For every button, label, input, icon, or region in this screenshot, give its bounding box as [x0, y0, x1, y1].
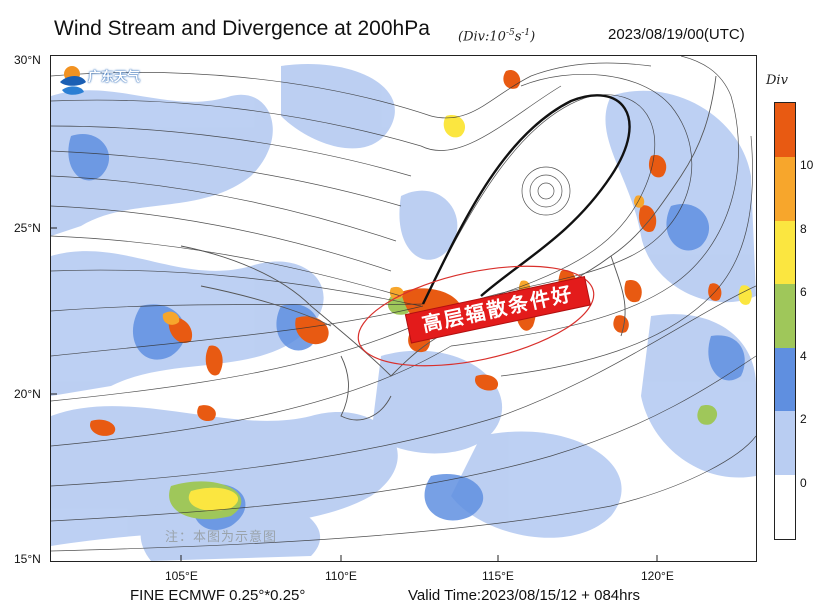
forecast-datetime: 2023/08/19/00(UTC)	[608, 26, 745, 43]
lon-label-110: 110°E	[325, 569, 357, 583]
colorbar-swatch	[775, 103, 795, 157]
streamlines	[51, 56, 756, 552]
chart-title: Wind Stream and Divergence at 200hPa	[54, 17, 430, 40]
map-panel	[50, 55, 757, 562]
colorbar-swatch	[775, 411, 795, 475]
logo-text: 广东天气	[88, 69, 141, 84]
unit-label: (Div:10-5s-1)	[458, 28, 536, 45]
lon-label-115: 115°E	[482, 569, 514, 583]
lon-label-120: 120°E	[641, 569, 674, 583]
colorbar-swatch	[775, 157, 795, 221]
lat-label-15: 15°N	[14, 552, 41, 566]
divergence-field-yellow	[188, 115, 752, 511]
colorbar	[774, 102, 796, 540]
map-canvas	[51, 56, 756, 561]
colorbar-swatch	[775, 475, 795, 537]
lat-label-25: 25°N	[14, 221, 41, 235]
guangdong-weather-logo	[60, 66, 86, 95]
jet-axis	[421, 94, 631, 305]
colorbar-swatch	[775, 284, 795, 348]
schematic-note: 注：本图为示意图	[165, 529, 278, 544]
colorbar-tick: 6	[800, 285, 807, 299]
grid-ticks	[51, 227, 658, 561]
colorbar-tick: 10	[800, 158, 814, 172]
lon-label-105: 105°E	[165, 569, 198, 583]
lat-label-30: 30°N	[14, 53, 41, 67]
colorbar-title: Div	[766, 73, 788, 88]
highlight-ellipse	[357, 265, 595, 367]
colorbar-tick: 2	[800, 412, 807, 426]
colorbar-swatch	[775, 221, 795, 284]
colorbar-tick: 0	[800, 476, 807, 490]
colorbar-swatch	[775, 348, 795, 411]
model-label: FINE ECMWF 0.25°*0.25°	[130, 587, 306, 604]
valid-time-label: Valid Time:2023/08/15/12 + 084hrs	[408, 587, 640, 604]
lat-label-20: 20°N	[14, 387, 41, 401]
colorbar-tick: 4	[800, 349, 807, 363]
colorbar-tick: 8	[800, 222, 807, 236]
